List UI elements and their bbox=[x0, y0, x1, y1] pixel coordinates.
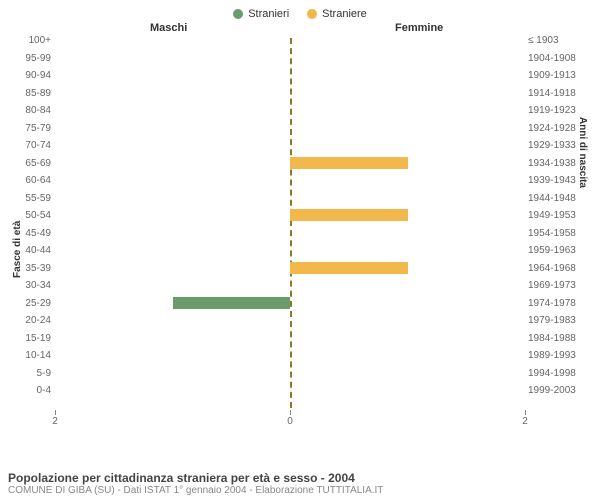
column-headers: Maschi Femmine bbox=[0, 20, 600, 38]
age-label: 95-99 bbox=[3, 53, 51, 64]
age-label: 45-49 bbox=[3, 228, 51, 239]
birth-label: 1999-2003 bbox=[528, 385, 598, 396]
legend-item-female: Straniere bbox=[307, 8, 367, 20]
bar-male bbox=[173, 297, 291, 309]
age-label: 15-19 bbox=[3, 333, 51, 344]
birth-label: 1904-1908 bbox=[528, 53, 598, 64]
legend-label-male: Stranieri bbox=[248, 8, 289, 20]
age-label: 70-74 bbox=[3, 140, 51, 151]
age-label: 55-59 bbox=[3, 193, 51, 204]
age-label: 90-94 bbox=[3, 70, 51, 81]
birth-label: 1969-1973 bbox=[528, 280, 598, 291]
birth-label: 1984-1988 bbox=[528, 333, 598, 344]
age-label: 10-14 bbox=[3, 350, 51, 361]
age-label: 100+ bbox=[3, 35, 51, 46]
age-label: 40-44 bbox=[3, 245, 51, 256]
header-male: Maschi bbox=[150, 22, 187, 34]
age-label: 50-54 bbox=[3, 210, 51, 221]
age-label: 60-64 bbox=[3, 175, 51, 186]
swatch-female bbox=[307, 9, 317, 19]
birth-label: 1934-1938 bbox=[528, 158, 598, 169]
age-label: 5-9 bbox=[3, 368, 51, 379]
swatch-male bbox=[233, 9, 243, 19]
pyramid-chart: Fasce di età Anni di nascita 100+95-9990… bbox=[0, 38, 600, 438]
birth-label: 1924-1928 bbox=[528, 123, 598, 134]
header-female: Femmine bbox=[395, 22, 443, 34]
birth-label: 1994-1998 bbox=[528, 368, 598, 379]
age-label: 80-84 bbox=[3, 105, 51, 116]
bar-female bbox=[290, 157, 408, 169]
legend-label-female: Straniere bbox=[322, 8, 367, 20]
birth-label: 1939-1943 bbox=[528, 175, 598, 186]
half-male bbox=[55, 38, 290, 408]
age-label: 20-24 bbox=[3, 315, 51, 326]
birth-label: 1944-1948 bbox=[528, 193, 598, 204]
x-label: 2 bbox=[52, 416, 58, 427]
birth-label: 1979-1983 bbox=[528, 315, 598, 326]
birth-label: 1974-1978 bbox=[528, 298, 598, 309]
age-label: 35-39 bbox=[3, 263, 51, 274]
birth-label: 1964-1968 bbox=[528, 263, 598, 274]
birth-label: 1919-1923 bbox=[528, 105, 598, 116]
birth-label: 1914-1918 bbox=[528, 88, 598, 99]
age-label: 85-89 bbox=[3, 88, 51, 99]
birth-label: 1959-1963 bbox=[528, 245, 598, 256]
footer: Popolazione per cittadinanza straniera p… bbox=[8, 471, 592, 496]
birth-label: 1949-1953 bbox=[528, 210, 598, 221]
age-label: 25-29 bbox=[3, 298, 51, 309]
birth-label: ≤ 1903 bbox=[528, 35, 598, 46]
birth-label: 1909-1913 bbox=[528, 70, 598, 81]
legend-item-male: Stranieri bbox=[233, 8, 289, 20]
bar-female bbox=[290, 262, 408, 274]
age-label: 65-69 bbox=[3, 158, 51, 169]
x-label: 2 bbox=[522, 416, 528, 427]
legend: Stranieri Straniere bbox=[0, 0, 600, 20]
x-tick bbox=[55, 410, 56, 415]
x-tick bbox=[525, 410, 526, 415]
chart-subtitle: COMUNE DI GIBA (SU) - Dati ISTAT 1° genn… bbox=[8, 485, 592, 496]
age-label: 0-4 bbox=[3, 385, 51, 396]
birth-label: 1954-1958 bbox=[528, 228, 598, 239]
birth-label: 1989-1993 bbox=[528, 350, 598, 361]
x-tick bbox=[290, 410, 291, 415]
bar-female bbox=[290, 209, 408, 221]
birth-label: 1929-1933 bbox=[528, 140, 598, 151]
age-label: 30-34 bbox=[3, 280, 51, 291]
x-label: 0 bbox=[287, 416, 293, 427]
age-label: 75-79 bbox=[3, 123, 51, 134]
plot-area bbox=[55, 38, 525, 408]
half-female bbox=[290, 38, 525, 408]
chart-title: Popolazione per cittadinanza straniera p… bbox=[8, 471, 592, 485]
